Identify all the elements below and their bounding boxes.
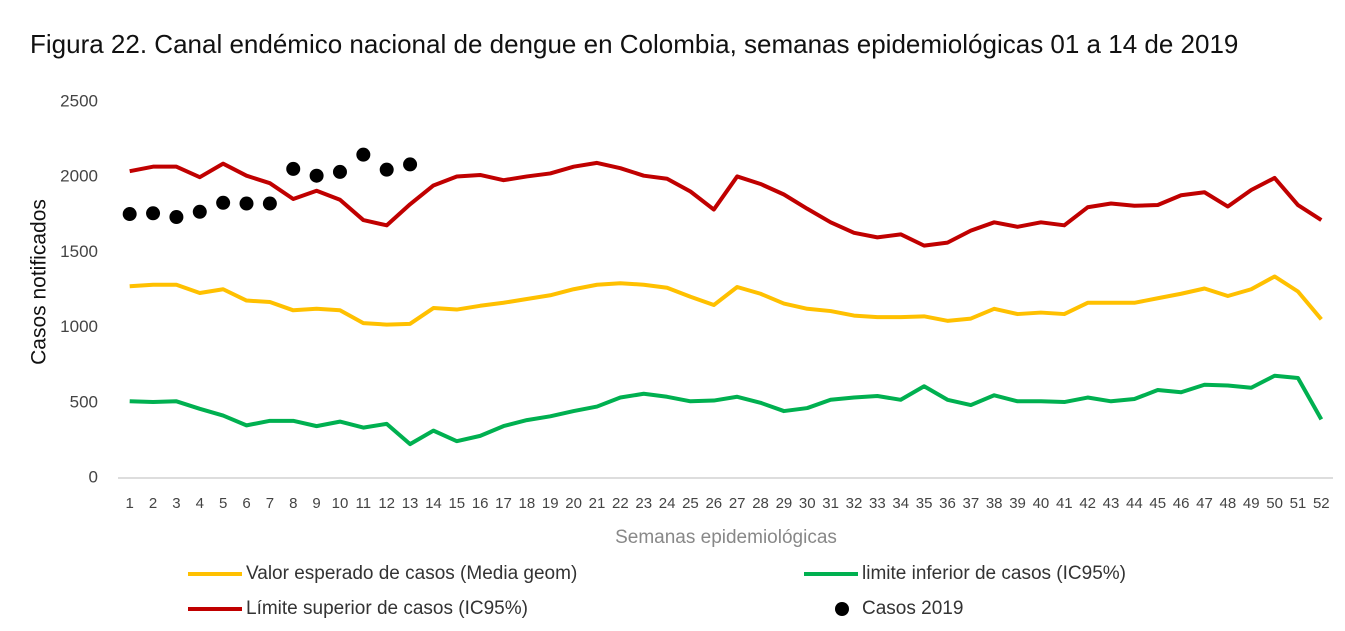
- data-point: [332, 164, 347, 179]
- y-tick-label: 0: [89, 467, 98, 486]
- x-tick-label: 15: [448, 495, 465, 512]
- x-tick-label: 23: [635, 495, 652, 512]
- x-tick-label: 5: [219, 495, 227, 512]
- legend-label: limite inferior de casos (IC95%): [862, 563, 1126, 584]
- x-tick-label: 35: [916, 495, 933, 512]
- x-tick-label: 27: [729, 495, 746, 512]
- chart-title: Figura 22. Canal endémico nacional de de…: [30, 29, 1238, 59]
- x-tick-label: 7: [266, 495, 274, 512]
- series-line: [129, 373, 1324, 447]
- x-tick-label: 31: [822, 495, 839, 512]
- x-tick-label: 42: [1079, 495, 1096, 512]
- x-tick-label: 26: [705, 495, 722, 512]
- x-tick-label: 44: [1126, 495, 1143, 512]
- x-tick-label: 50: [1266, 495, 1283, 512]
- legend-label: Límite superior de casos (IC95%): [246, 598, 528, 619]
- y-tick-label: 500: [70, 392, 98, 411]
- x-tick-label: 18: [519, 495, 536, 512]
- data-point: [262, 196, 277, 211]
- data-point: [286, 161, 301, 176]
- x-tick-label: 21: [589, 495, 606, 512]
- legend-label: Valor esperado de casos (Media geom): [246, 563, 577, 584]
- data-point: [146, 206, 161, 221]
- x-tick-label: 43: [1103, 495, 1120, 512]
- x-tick-label: 8: [289, 495, 297, 512]
- x-tick-label: 29: [776, 495, 793, 512]
- x-tick-label: 6: [242, 495, 250, 512]
- x-tick-label: 46: [1173, 495, 1190, 512]
- data-point: [122, 207, 137, 222]
- x-tick-label: 37: [962, 495, 979, 512]
- x-tick-label: 3: [172, 495, 180, 512]
- x-tick-label: 40: [1033, 495, 1050, 512]
- x-tick-label: 9: [312, 495, 320, 512]
- x-tick-label: 19: [542, 495, 559, 512]
- y-tick-label: 2000: [60, 167, 98, 186]
- y-axis-title: Casos notificados: [28, 199, 51, 365]
- legend-label: Casos 2019: [862, 598, 963, 619]
- x-tick-label: 49: [1243, 495, 1260, 512]
- data-point: [169, 210, 184, 225]
- x-tick-label: 10: [332, 495, 349, 512]
- x-tick-label: 22: [612, 495, 629, 512]
- data-point: [356, 147, 371, 162]
- data-point: [239, 196, 254, 211]
- x-tick-label: 4: [196, 495, 204, 512]
- x-axis-title: Semanas epidemiológicas: [615, 527, 837, 548]
- x-tick-label: 28: [752, 495, 769, 512]
- data-point: [216, 195, 231, 210]
- x-tick-label: 24: [659, 495, 676, 512]
- x-tick-label: 45: [1149, 495, 1166, 512]
- x-tick-label: 47: [1196, 495, 1213, 512]
- x-tick-label: 52: [1313, 495, 1330, 512]
- x-tick-label: 38: [986, 495, 1003, 512]
- x-tick-label: 17: [495, 495, 512, 512]
- x-tick-label: 11: [356, 495, 372, 512]
- x-tick-label: 36: [939, 495, 956, 512]
- x-tick-label: 20: [565, 495, 582, 512]
- x-tick-label: 48: [1220, 495, 1237, 512]
- x-tick-label: 14: [425, 495, 442, 512]
- x-tick-label: 1: [126, 495, 134, 512]
- x-tick-label: 39: [1009, 495, 1026, 512]
- data-point: [309, 168, 324, 183]
- y-tick-label: 1500: [60, 242, 98, 261]
- x-tick-label: 12: [378, 495, 395, 512]
- x-tick-label: 51: [1290, 495, 1307, 512]
- x-tick-label: 16: [472, 495, 489, 512]
- x-tick-label: 2: [149, 495, 157, 512]
- y-tick-label: 1000: [60, 317, 98, 336]
- x-tick-label: 32: [846, 495, 863, 512]
- data-point: [192, 204, 207, 219]
- legend-marker: [835, 602, 849, 616]
- x-tick-label: 41: [1056, 495, 1073, 512]
- x-tick-label: 30: [799, 495, 816, 512]
- series-line: [129, 274, 1323, 327]
- data-point: [403, 157, 418, 172]
- y-tick-label: 2500: [60, 91, 98, 110]
- x-tick-label: 33: [869, 495, 886, 512]
- x-tick-label: 34: [892, 495, 909, 512]
- x-tick-label: 25: [682, 495, 699, 512]
- x-tick-label: 13: [402, 495, 419, 512]
- data-point: [379, 162, 394, 177]
- series-line: [129, 160, 1323, 248]
